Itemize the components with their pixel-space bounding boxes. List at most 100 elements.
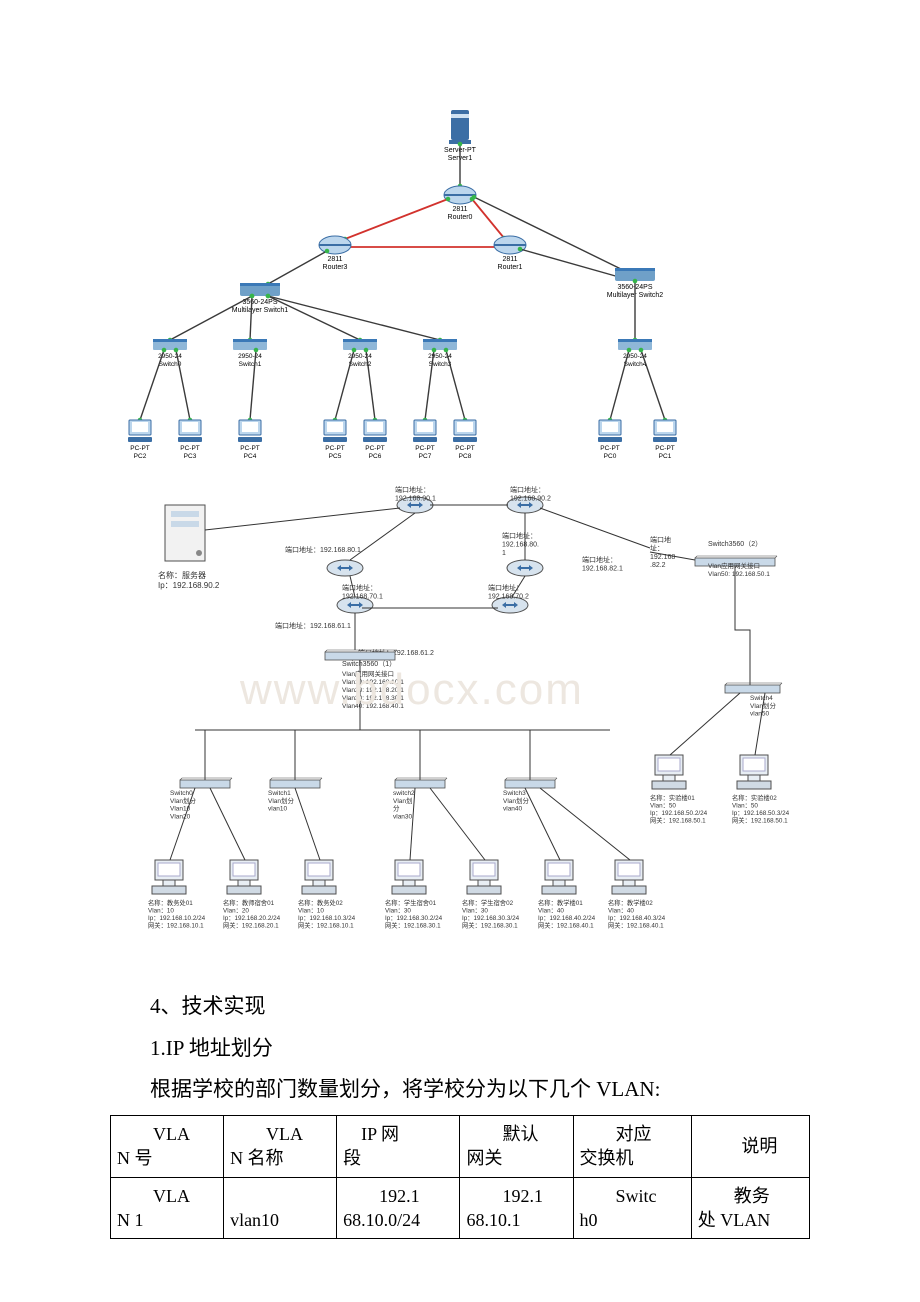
svg-text:Ip：192.168.20.2/24: Ip：192.168.20.2/24 [223,915,281,922]
svg-text:Vlan40: 192.168.40.1: Vlan40: 192.168.40.1 [342,703,404,710]
svg-text:Ip：192.168.30.2/24: Ip：192.168.30.2/24 [385,915,443,922]
svg-text:Vlan20: Vlan20 [170,813,191,820]
svg-text:PC6: PC6 [369,453,382,460]
svg-text:名称：教务处02: 名称：教务处02 [298,898,343,907]
svg-text:192.168.70.1: 192.168.70.1 [342,593,383,600]
svg-text:Vlan：40: Vlan：40 [608,908,634,915]
svg-text:2811: 2811 [502,256,517,263]
svg-text:网关：192.168.40.1: 网关：192.168.40.1 [538,921,594,930]
svg-text:switch2: switch2 [393,790,415,797]
svg-text:PC-PT: PC-PT [240,445,260,452]
svg-text:3560-24PS: 3560-24PS [242,299,277,306]
svg-text:PC-PT: PC-PT [180,445,200,452]
svg-text:网关：192.168.10.1: 网关：192.168.10.1 [298,921,354,930]
svg-text:vlan50: vlan50 [750,711,770,718]
svg-text:端口地址：: 端口地址： [502,531,537,540]
vlan-th-4: 默认网关 [460,1116,573,1178]
svg-text:PC7: PC7 [419,453,432,460]
svg-text:址：: 址： [650,543,664,552]
svg-text:Vlan：50: Vlan：50 [650,803,676,810]
svg-text:PC-PT: PC-PT [415,445,435,452]
svg-text:2950-24: 2950-24 [238,353,262,360]
vlan-td-1-6: 教务处 VLAN [691,1177,809,1239]
svg-text:名称：实验楼01: 名称：实验楼01 [650,793,695,802]
svg-text:网关：192.168.30.1: 网关：192.168.30.1 [462,921,518,930]
svg-text:网关：192.168.30.1: 网关：192.168.30.1 [385,921,441,930]
page-root: Server-PTServer12811Router02811Router328… [110,100,810,1239]
heading-ip: 1.IP 地址划分 [150,1032,810,1065]
svg-text:端口地址：: 端口地址： [488,583,523,592]
svg-text:Vlan：20: Vlan：20 [223,908,249,915]
svg-text:192.168.90.2: 192.168.90.2 [510,495,551,502]
svg-text:Vlan：50: Vlan：50 [732,803,758,810]
svg-text:Vlan：10: Vlan：10 [298,908,324,915]
svg-text:PC-PT: PC-PT [600,445,620,452]
vlan-td-1-3: 192.168.10.0/24 [337,1177,460,1239]
svg-text:.82.2: .82.2 [650,562,666,569]
svg-text:Vlan：30: Vlan：30 [385,908,411,915]
svg-text:Ip：192.168.10.3/24: Ip：192.168.10.3/24 [298,915,356,922]
vlan-td-1-4: 192.168.10.1 [460,1177,573,1239]
svg-text:名称：学生宿舍01: 名称：学生宿舍01 [385,898,437,907]
svg-text:Vlan20: 192.168.20.1: Vlan20: 192.168.20.1 [342,687,404,694]
svg-text:Ip：192.168.50.3/24: Ip：192.168.50.3/24 [732,810,790,817]
tree-diagram-svg: Server-PTServer12811Router02811Router328… [110,100,810,470]
vlan-th-3: IP 网段 [337,1116,460,1178]
svg-text:Router1: Router1 [498,264,523,271]
vlan-table-row-1: VLAN 1 vlan10 192.168.10.0/24 192.168.10… [111,1177,810,1239]
svg-text:Vlan30: 192.168.30.1: Vlan30: 192.168.30.1 [342,695,404,702]
vlan-table-header-row: VLAN 号 VLAN 名称 IP 网段 默认网关 对应交换机 说明 [111,1116,810,1178]
svg-text:Vlan：10: Vlan：10 [148,908,174,915]
svg-text:Switch1: Switch1 [268,790,291,797]
svg-text:192.168.70.2: 192.168.70.2 [488,593,529,600]
svg-text:分: 分 [393,804,400,813]
svg-text:vlan40: vlan40 [503,806,523,813]
svg-text:2811: 2811 [452,206,467,213]
vlan-td-1-5: Switch0 [573,1177,691,1239]
svg-text:Switch3: Switch3 [503,790,526,797]
vlan-th-6: 说明 [691,1116,809,1178]
svg-text:2811: 2811 [327,256,342,263]
svg-text:192.168.82.1: 192.168.82.1 [582,565,623,572]
svg-text:名称：服务器: 名称：服务器 [158,570,206,580]
svg-text:PC1: PC1 [659,453,672,460]
svg-text:1: 1 [502,550,506,557]
svg-text:Multilayer Switch1: Multilayer Switch1 [232,307,289,314]
svg-text:名称：教务处01: 名称：教务处01 [148,898,193,907]
svg-text:PC5: PC5 [329,453,342,460]
svg-text:192.168: 192.168 [650,554,675,561]
svg-text:vlan30: vlan30 [393,813,413,820]
vlan-td-1-1: VLAN 1 [111,1177,224,1239]
svg-text:Vlan划: Vlan划 [393,796,413,805]
svg-text:Switch3560（1）: Switch3560（1） [342,660,396,668]
svg-text:名称：教学楼01: 名称：教学楼01 [538,898,583,907]
svg-text:网关：192.168.50.1: 网关：192.168.50.1 [732,816,788,825]
svg-text:Router3: Router3 [323,264,348,271]
svg-text:名称：实验楼02: 名称：实验楼02 [732,793,777,802]
svg-text:PC0: PC0 [604,453,617,460]
vlan-th-2: VLAN 名称 [224,1116,337,1178]
svg-text:端口地址：: 端口地址： [342,583,377,592]
svg-text:Vlan应用网关接口: Vlan应用网关接口 [708,561,760,570]
svg-text:Router0: Router0 [448,214,473,221]
svg-text:Ip：192.168.90.2: Ip：192.168.90.2 [158,581,220,590]
svg-text:Vlan划分: Vlan划分 [268,796,295,805]
logical-diagram-container: www.bdocx.com 名称：服务器Ip：192.168.90.2端口地址：… [110,480,810,970]
svg-text:Vlan划分: Vlan划分 [503,796,530,805]
svg-text:Vlan：40: Vlan：40 [538,908,564,915]
svg-text:192.168.80.: 192.168.80. [502,541,539,548]
svg-text:网关：192.168.10.1: 网关：192.168.10.1 [148,921,204,930]
svg-text:Ip：192.168.40.2/24: Ip：192.168.40.2/24 [538,915,596,922]
svg-text:PC-PT: PC-PT [365,445,385,452]
svg-text:Switch1: Switch1 [239,361,262,368]
svg-text:Switch3560（2）: Switch3560（2） [708,540,762,548]
svg-text:端口地址：192.168.80.1: 端口地址：192.168.80.1 [285,545,361,554]
svg-text:Ip：192.168.50.2/24: Ip：192.168.50.2/24 [650,810,708,817]
svg-text:Ip：192.168.40.3/24: Ip：192.168.40.3/24 [608,915,666,922]
vlan-table: VLAN 号 VLAN 名称 IP 网段 默认网关 对应交换机 说明 VLAN … [110,1115,810,1239]
vlan-th-5: 对应交换机 [573,1116,691,1178]
svg-text:PC3: PC3 [184,453,197,460]
svg-text:Switch0: Switch0 [170,790,193,797]
svg-text:网关：192.168.20.1: 网关：192.168.20.1 [223,921,279,930]
heading-4: 4、技术实现 [150,990,810,1020]
